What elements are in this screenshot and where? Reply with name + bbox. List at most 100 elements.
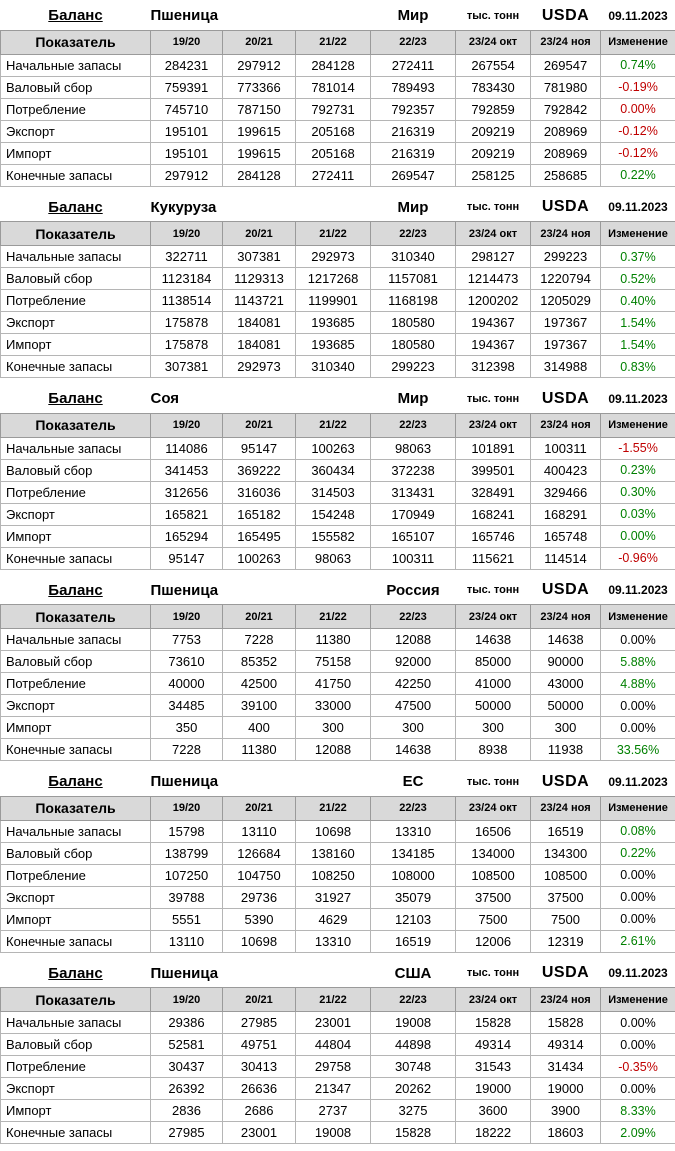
indicator-cell: Валовый сбор (1, 651, 151, 673)
value-cell: 44898 (371, 1034, 456, 1056)
value-cell: 15828 (531, 1012, 601, 1034)
value-cell: 92000 (371, 651, 456, 673)
change-cell: -0.19% (601, 76, 675, 98)
unit-label: тыс. тонн (456, 577, 531, 605)
value-cell: 298127 (456, 246, 531, 268)
value-cell: 400 (223, 717, 296, 739)
value-cell: 272411 (296, 164, 371, 186)
year-column-header: 23/24 окт (456, 796, 531, 820)
indicator-cell: Импорт (1, 1100, 151, 1122)
value-cell: 297912 (223, 54, 296, 76)
value-cell: 745710 (151, 98, 223, 120)
value-cell: 40000 (151, 673, 223, 695)
change-cell: 0.08% (601, 820, 675, 842)
table-title-row: Баланс Соя Мир тыс. тонн USDA 09.11.2023 (1, 385, 675, 413)
value-cell: 2686 (223, 1100, 296, 1122)
change-column-header: Изменение (601, 796, 675, 820)
value-cell: 39788 (151, 886, 223, 908)
value-cell: 100263 (223, 547, 296, 569)
value-cell: 184081 (223, 334, 296, 356)
value-cell: 34485 (151, 695, 223, 717)
value-cell: 216319 (371, 120, 456, 142)
indicator-cell: Потребление (1, 98, 151, 120)
indicator-cell: Импорт (1, 334, 151, 356)
balance-label: Баланс (1, 385, 151, 413)
indicator-cell: Потребление (1, 481, 151, 503)
year-column-header: 19/20 (151, 30, 223, 54)
value-cell: 165294 (151, 525, 223, 547)
year-column-header: 22/23 (371, 222, 456, 246)
value-cell: 7500 (531, 908, 601, 930)
indicator-cell: Импорт (1, 142, 151, 164)
change-cell: 0.00% (601, 629, 675, 651)
value-cell: 138799 (151, 842, 223, 864)
change-cell: -0.35% (601, 1056, 675, 1078)
source-label: USDA (531, 768, 601, 796)
value-cell: 313431 (371, 481, 456, 503)
value-cell: 15828 (456, 1012, 531, 1034)
indicator-cell: Импорт (1, 908, 151, 930)
value-cell: 19008 (296, 1122, 371, 1144)
change-cell: 0.00% (601, 1078, 675, 1100)
value-cell: 168291 (531, 503, 601, 525)
value-cell: 258125 (456, 164, 531, 186)
year-column-header: 23/24 окт (456, 605, 531, 629)
value-cell: 299223 (371, 356, 456, 378)
value-cell: 30413 (223, 1056, 296, 1078)
table-title-row: Баланс Пшеница Россия тыс. тонн USDA 09.… (1, 577, 675, 605)
value-cell: 14638 (531, 629, 601, 651)
commodity-label: Пшеница (151, 768, 371, 796)
value-cell: 37500 (531, 886, 601, 908)
report-date: 09.11.2023 (601, 960, 675, 988)
year-column-header: 23/24 окт (456, 413, 531, 437)
value-cell: 1200202 (456, 290, 531, 312)
change-column-header: Изменение (601, 30, 675, 54)
value-cell: 18222 (456, 1122, 531, 1144)
indicator-cell: Экспорт (1, 312, 151, 334)
value-cell: 49751 (223, 1034, 296, 1056)
indicator-cell: Экспорт (1, 503, 151, 525)
indicator-cell: Потребление (1, 1056, 151, 1078)
value-cell: 310340 (371, 246, 456, 268)
value-cell: 341453 (151, 459, 223, 481)
report-date: 09.11.2023 (601, 385, 675, 413)
value-cell: 193685 (296, 334, 371, 356)
change-cell: 0.83% (601, 356, 675, 378)
change-cell: 0.22% (601, 164, 675, 186)
value-cell: 98063 (371, 437, 456, 459)
value-cell: 316036 (223, 481, 296, 503)
region-label: ЕС (371, 768, 456, 796)
year-column-header: 23/24 окт (456, 222, 531, 246)
value-cell: 312398 (456, 356, 531, 378)
indicator-column-header: Показатель (1, 30, 151, 54)
value-cell: 372238 (371, 459, 456, 481)
value-cell: 199615 (223, 142, 296, 164)
value-cell: 1199901 (296, 290, 371, 312)
unit-label: тыс. тонн (456, 768, 531, 796)
value-cell: 21347 (296, 1078, 371, 1100)
value-cell: 19000 (531, 1078, 601, 1100)
commodity-label: Кукуруза (151, 194, 371, 222)
value-cell: 12088 (296, 739, 371, 761)
value-cell: 165182 (223, 503, 296, 525)
value-cell: 1168198 (371, 290, 456, 312)
value-cell: 7228 (223, 629, 296, 651)
value-cell: 165821 (151, 503, 223, 525)
change-cell: 0.00% (601, 886, 675, 908)
value-cell: 314988 (531, 356, 601, 378)
commodity-label: Пшеница (151, 577, 371, 605)
value-cell: 369222 (223, 459, 296, 481)
value-cell: 360434 (296, 459, 371, 481)
indicator-cell: Валовый сбор (1, 842, 151, 864)
value-cell: 47500 (371, 695, 456, 717)
indicator-cell: Импорт (1, 717, 151, 739)
value-cell: 781980 (531, 76, 601, 98)
